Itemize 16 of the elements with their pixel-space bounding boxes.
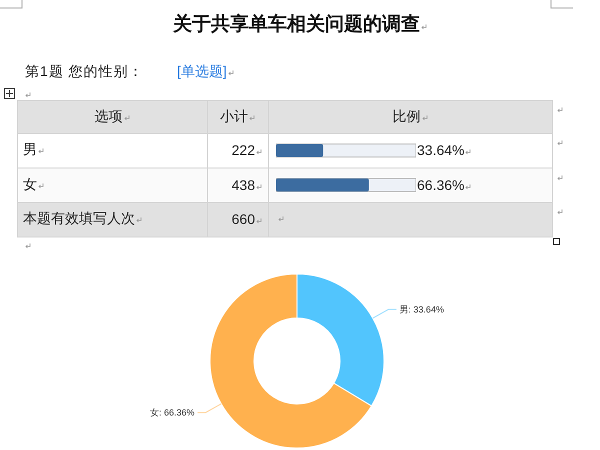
y-tick-label: 女 <box>23 176 37 192</box>
data-label: 33.64% <box>417 142 464 158</box>
slice-label: 男: 33.64% <box>399 304 444 314</box>
text: 比例 <box>392 108 420 124</box>
text: 660 <box>232 211 255 228</box>
y-tick-label: 男 <box>23 141 37 158</box>
text: 438 <box>232 176 255 193</box>
text: 222 <box>232 142 255 158</box>
text: 选项 <box>94 108 122 124</box>
chart-title: 关于共享单车相关问题的调查 <box>173 14 420 35</box>
text: 第1题 您的性别： <box>25 63 144 79</box>
text: 本题有效填写人次 <box>23 210 135 226</box>
data-label: 66.36% <box>417 176 464 193</box>
slice-label: 女: 66.36% <box>150 408 195 418</box>
text: 小计 <box>220 108 248 124</box>
text: [单选题] <box>177 63 227 79</box>
